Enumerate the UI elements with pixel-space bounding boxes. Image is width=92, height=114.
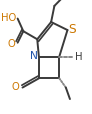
Text: S: S xyxy=(68,23,75,36)
Text: HO: HO xyxy=(1,13,16,23)
Text: N: N xyxy=(30,51,38,61)
Text: H: H xyxy=(75,52,82,62)
Text: O: O xyxy=(8,38,16,48)
Text: O: O xyxy=(12,82,19,92)
